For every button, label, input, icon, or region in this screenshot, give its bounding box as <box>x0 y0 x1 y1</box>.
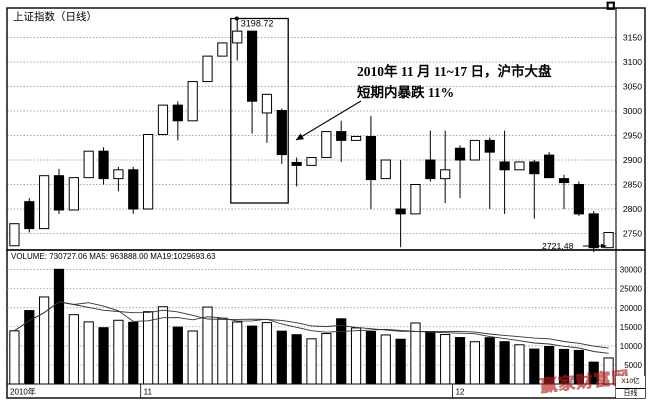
svg-text:15000: 15000 <box>620 323 643 332</box>
svg-text:2850: 2850 <box>623 180 642 190</box>
svg-text:3198.72: 3198.72 <box>241 19 274 29</box>
svg-text:25000: 25000 <box>620 285 643 294</box>
svg-text:2010年 11 月 11~17 日，沪市大盘: 2010年 11 月 11~17 日，沪市大盘 <box>357 63 552 79</box>
svg-text:2750: 2750 <box>623 229 642 239</box>
svg-text:11: 11 <box>144 388 153 397</box>
svg-text:2950: 2950 <box>623 131 642 141</box>
svg-text:12: 12 <box>456 388 465 397</box>
svg-text:3100: 3100 <box>623 57 642 67</box>
svg-text:VOLUME: 730727.06 MA5: 963888: VOLUME: 730727.06 MA5: 963888.00 MA19:10… <box>11 252 216 261</box>
svg-text:3000: 3000 <box>623 106 642 116</box>
svg-text:上证指数（日线）: 上证指数（日线） <box>13 10 97 23</box>
svg-text:2900: 2900 <box>623 155 642 165</box>
svg-text:2800: 2800 <box>623 204 642 214</box>
svg-text:3150: 3150 <box>623 33 642 43</box>
svg-text:3050: 3050 <box>623 82 642 92</box>
svg-text:2010年: 2010年 <box>10 387 36 397</box>
svg-text:10000: 10000 <box>620 342 643 351</box>
svg-text:20000: 20000 <box>620 304 643 313</box>
svg-text:30000: 30000 <box>620 266 643 275</box>
svg-text:短期内暴跌 11%: 短期内暴跌 11% <box>357 84 454 100</box>
